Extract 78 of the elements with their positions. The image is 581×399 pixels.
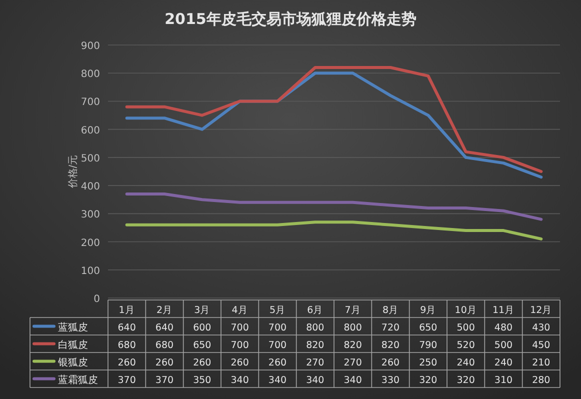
y-tick-label: 700 (80, 97, 100, 108)
data-label: 340 (230, 374, 249, 386)
y-tick-label: 100 (80, 266, 100, 277)
x-tick-label: 8月 (382, 304, 399, 316)
y-tick-label: 200 (80, 238, 100, 249)
data-label: 280 (532, 374, 550, 386)
data-label: 250 (419, 357, 438, 368)
chart-title: 2015年皮毛交易市场狐狸皮价格走势 (164, 10, 416, 28)
x-tick-label: 11月 (492, 304, 515, 316)
x-tick-label: 2月 (156, 304, 173, 316)
x-tick-label: 4月 (232, 304, 248, 316)
data-label: 520 (456, 340, 475, 351)
x-tick-label: 10月 (454, 304, 477, 316)
data-label: 350 (193, 374, 212, 386)
data-label: 820 (306, 340, 324, 351)
data-label: 700 (268, 322, 287, 334)
data-label: 370 (118, 374, 136, 386)
data-label: 600 (193, 322, 212, 334)
data-label: 650 (419, 322, 438, 334)
data-label: 270 (344, 357, 362, 368)
data-label: 680 (118, 340, 136, 351)
data-label: 310 (494, 374, 513, 386)
data-label: 270 (306, 357, 324, 368)
data-label: 260 (155, 357, 174, 368)
data-label: 700 (230, 340, 249, 351)
data-label: 210 (532, 357, 550, 368)
data-label: 640 (118, 322, 136, 334)
data-label: 650 (193, 340, 212, 351)
legend-label: 蓝狐皮 (58, 321, 88, 334)
legend-label: 银狐皮 (57, 356, 88, 368)
y-tick-label: 0 (94, 294, 100, 305)
data-label: 800 (306, 322, 324, 334)
x-tick-label: 1月 (118, 304, 135, 316)
data-label: 260 (268, 357, 287, 368)
y-tick-label: 800 (80, 69, 100, 80)
data-label: 430 (532, 322, 550, 334)
y-tick-label: 600 (80, 125, 100, 136)
data-label: 320 (419, 374, 438, 386)
data-label: 480 (494, 322, 513, 334)
data-label: 370 (155, 374, 174, 386)
data-label: 260 (118, 357, 136, 368)
y-tick-label: 300 (80, 210, 100, 221)
data-label: 640 (155, 322, 174, 334)
data-label: 820 (381, 340, 400, 351)
data-label: 240 (494, 357, 513, 368)
data-label: 450 (532, 340, 550, 351)
data-label: 700 (230, 322, 249, 334)
x-tick-label: 3月 (194, 304, 210, 316)
data-label: 790 (419, 340, 438, 351)
y-tick-label: 500 (80, 153, 100, 164)
data-label: 340 (268, 374, 287, 386)
data-label: 820 (344, 340, 362, 351)
data-label: 260 (193, 357, 212, 368)
data-label: 240 (456, 357, 475, 368)
data-label: 320 (456, 374, 475, 386)
x-tick-label: 12月 (530, 304, 552, 316)
data-label: 720 (381, 322, 400, 334)
data-label: 680 (155, 340, 174, 351)
x-tick-label: 9月 (420, 304, 436, 316)
data-label: 340 (306, 374, 324, 386)
legend-label: 白狐皮 (58, 338, 88, 351)
line-series (125, 192, 543, 221)
data-label: 330 (381, 374, 400, 386)
x-tick-label: 7月 (344, 304, 361, 316)
data-label: 700 (268, 340, 287, 351)
y-tick-label: 900 (80, 41, 100, 52)
legend-label: 蓝霜狐皮 (58, 374, 98, 386)
data-label: 500 (456, 322, 475, 334)
data-label: 800 (344, 322, 362, 334)
data-label: 340 (344, 374, 362, 386)
x-tick-label: 6月 (307, 304, 324, 316)
line-series (125, 220, 543, 240)
data-label: 500 (494, 340, 513, 351)
data-label: 260 (381, 357, 400, 368)
data-label: 260 (230, 357, 249, 368)
y-tick-label: 400 (80, 182, 100, 193)
x-tick-label: 5月 (269, 304, 286, 316)
y-axis-title: 价格/元 (67, 154, 79, 190)
